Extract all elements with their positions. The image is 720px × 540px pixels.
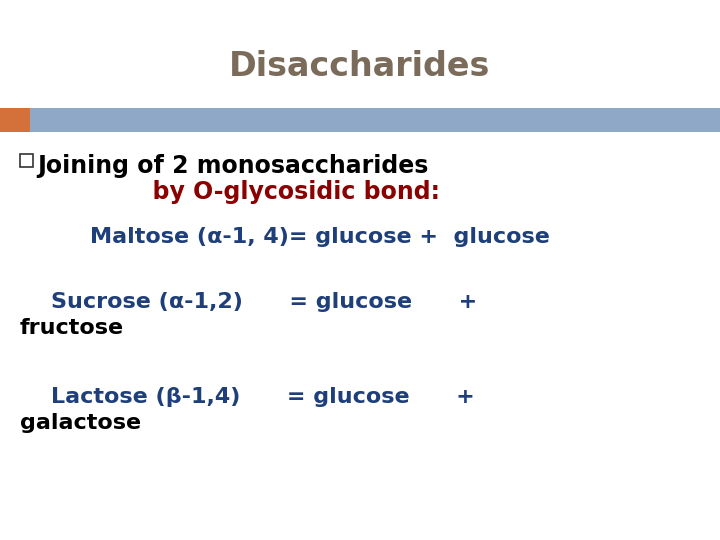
Text: by O-glycosidic bond:: by O-glycosidic bond: — [37, 180, 440, 204]
Text: Joining of 2 monosaccharides: Joining of 2 monosaccharides — [37, 154, 428, 178]
Text: Disaccharides: Disaccharides — [229, 50, 491, 83]
Bar — [0, 108, 720, 132]
Text: Sucrose (α-1,2)      = glucose      +: Sucrose (α-1,2) = glucose + — [20, 292, 477, 312]
Text: galactose: galactose — [20, 413, 141, 433]
Text: Lactose (β-1,4)      = glucose      +: Lactose (β-1,4) = glucose + — [20, 387, 474, 407]
Bar — [0, 108, 30, 132]
Text: Maltose (α-1, 4)= glucose +  glucose: Maltose (α-1, 4)= glucose + glucose — [90, 227, 550, 247]
Bar — [20, 154, 33, 167]
Text: fructose: fructose — [20, 318, 124, 338]
